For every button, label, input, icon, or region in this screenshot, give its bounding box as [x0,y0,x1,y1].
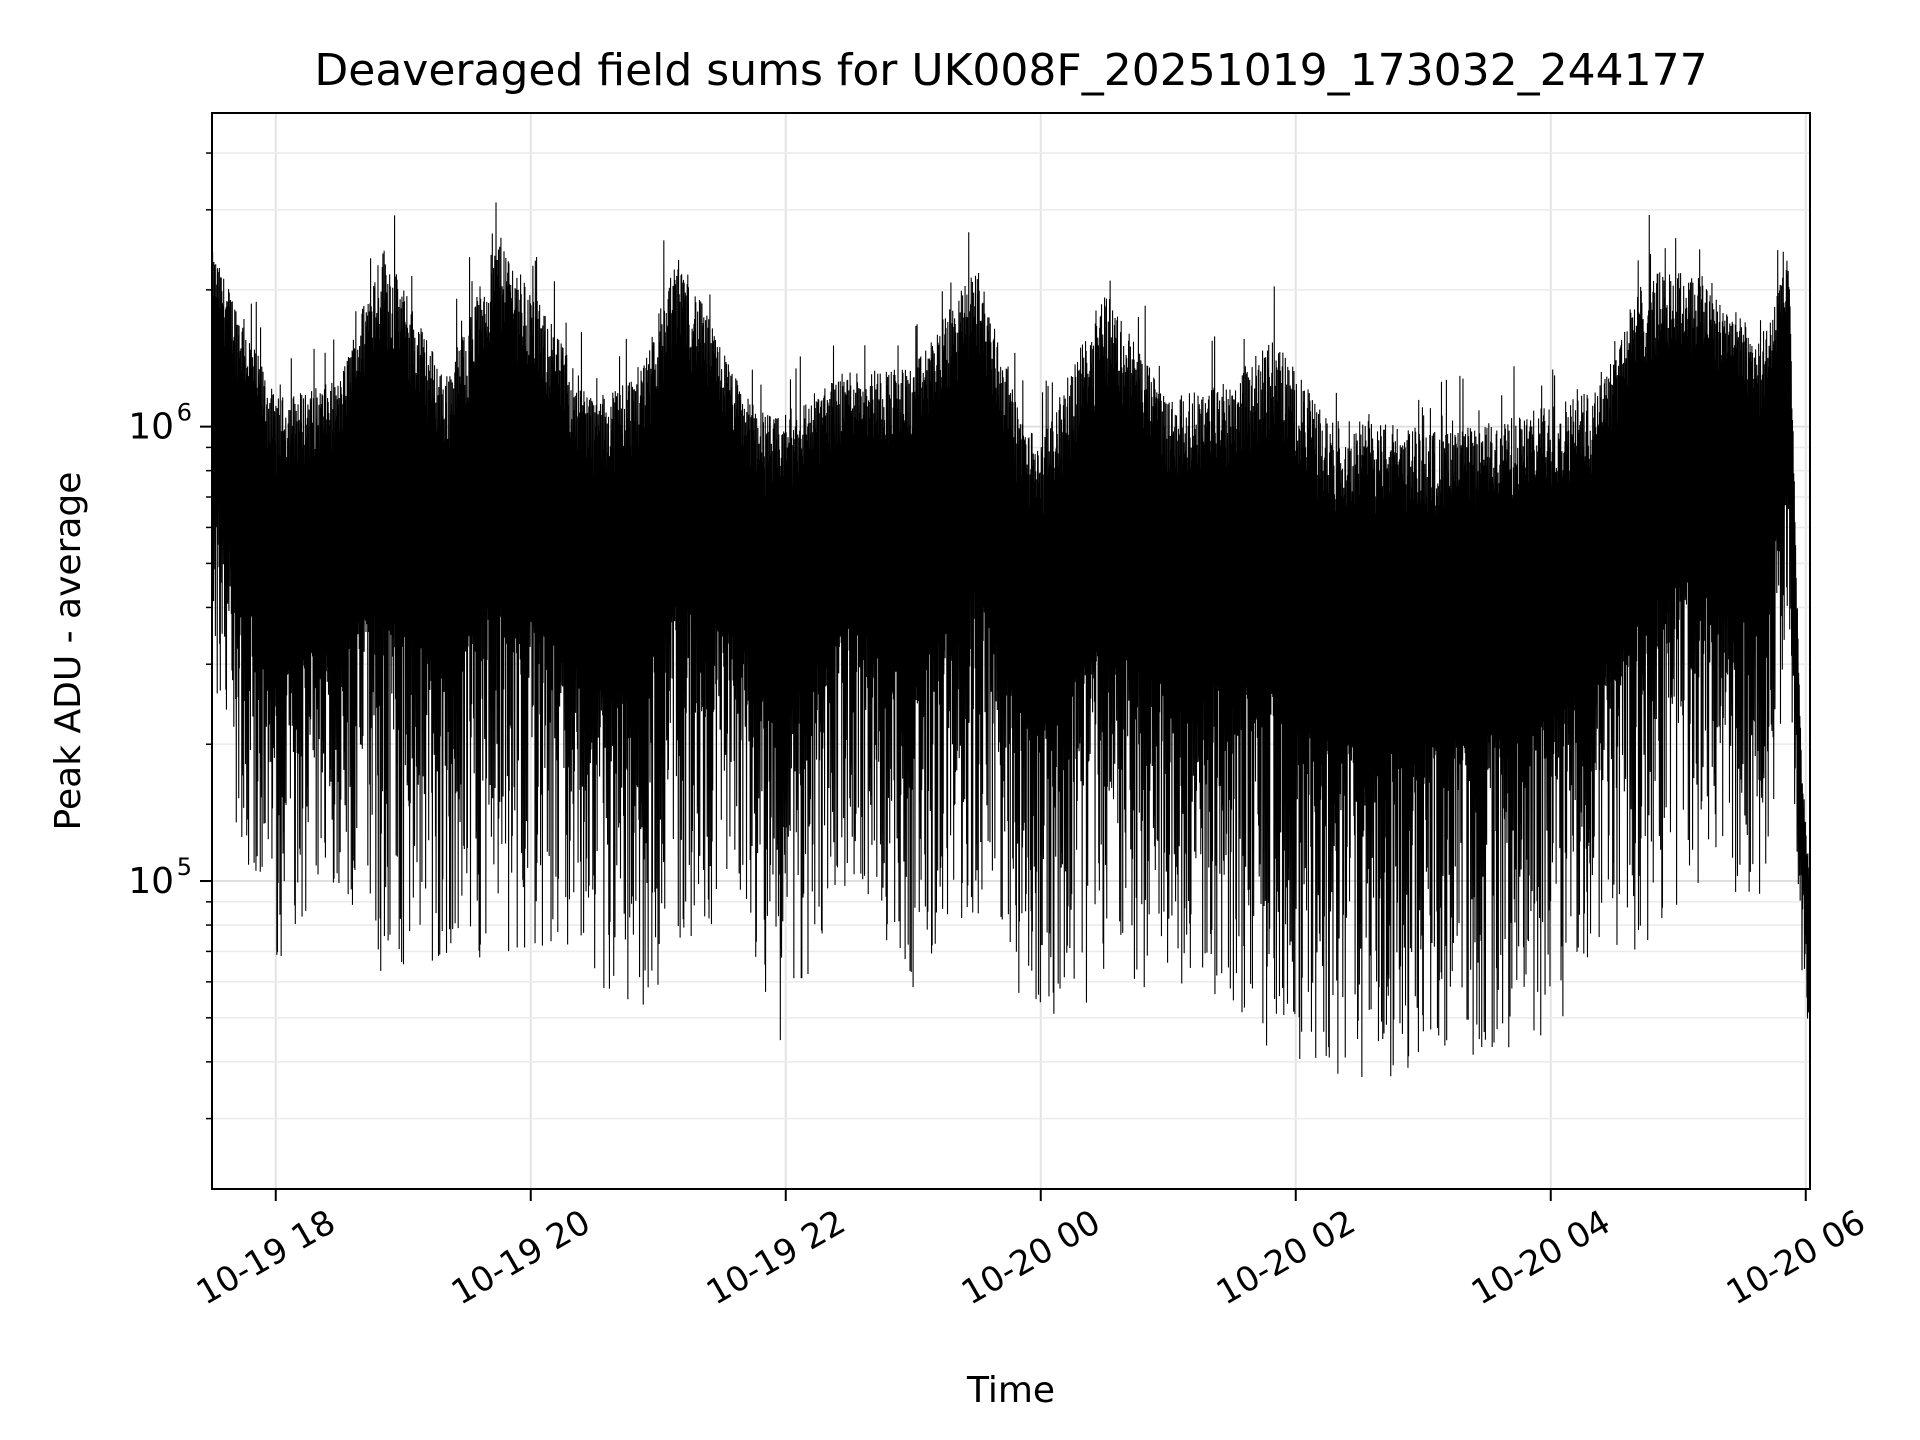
y-axis-label: Peak ADU - average [48,472,89,831]
plot-area-frame [211,112,1811,1190]
y-tick-exponent: 6 [177,399,192,427]
chart-title: Deaveraged field sums for UK008F_2025101… [314,45,1707,96]
y-tick-exponent: 5 [177,853,192,881]
x-tick-label: 10-20 04 [1465,1202,1617,1313]
y-tick-label: 10 [128,407,174,448]
x-tick-label: 10-19 22 [700,1202,852,1313]
data-line [211,202,1811,1078]
x-tick-label: 10-20 02 [1210,1202,1362,1313]
x-tick-label: 10-20 06 [1720,1202,1872,1313]
x-axis: 10-19 18 10-19 20 10-19 22 10-20 00 10-20 02… [190,1189,1872,1313]
series-line [211,202,1811,1078]
x-tick-label: 10-20 00 [955,1202,1107,1313]
x-tick-label: 10-19 20 [445,1202,597,1313]
x-tick-label: 10-19 18 [190,1202,342,1313]
y-tick-label: 10 [128,861,174,902]
x-axis-label: Time [966,1370,1055,1411]
